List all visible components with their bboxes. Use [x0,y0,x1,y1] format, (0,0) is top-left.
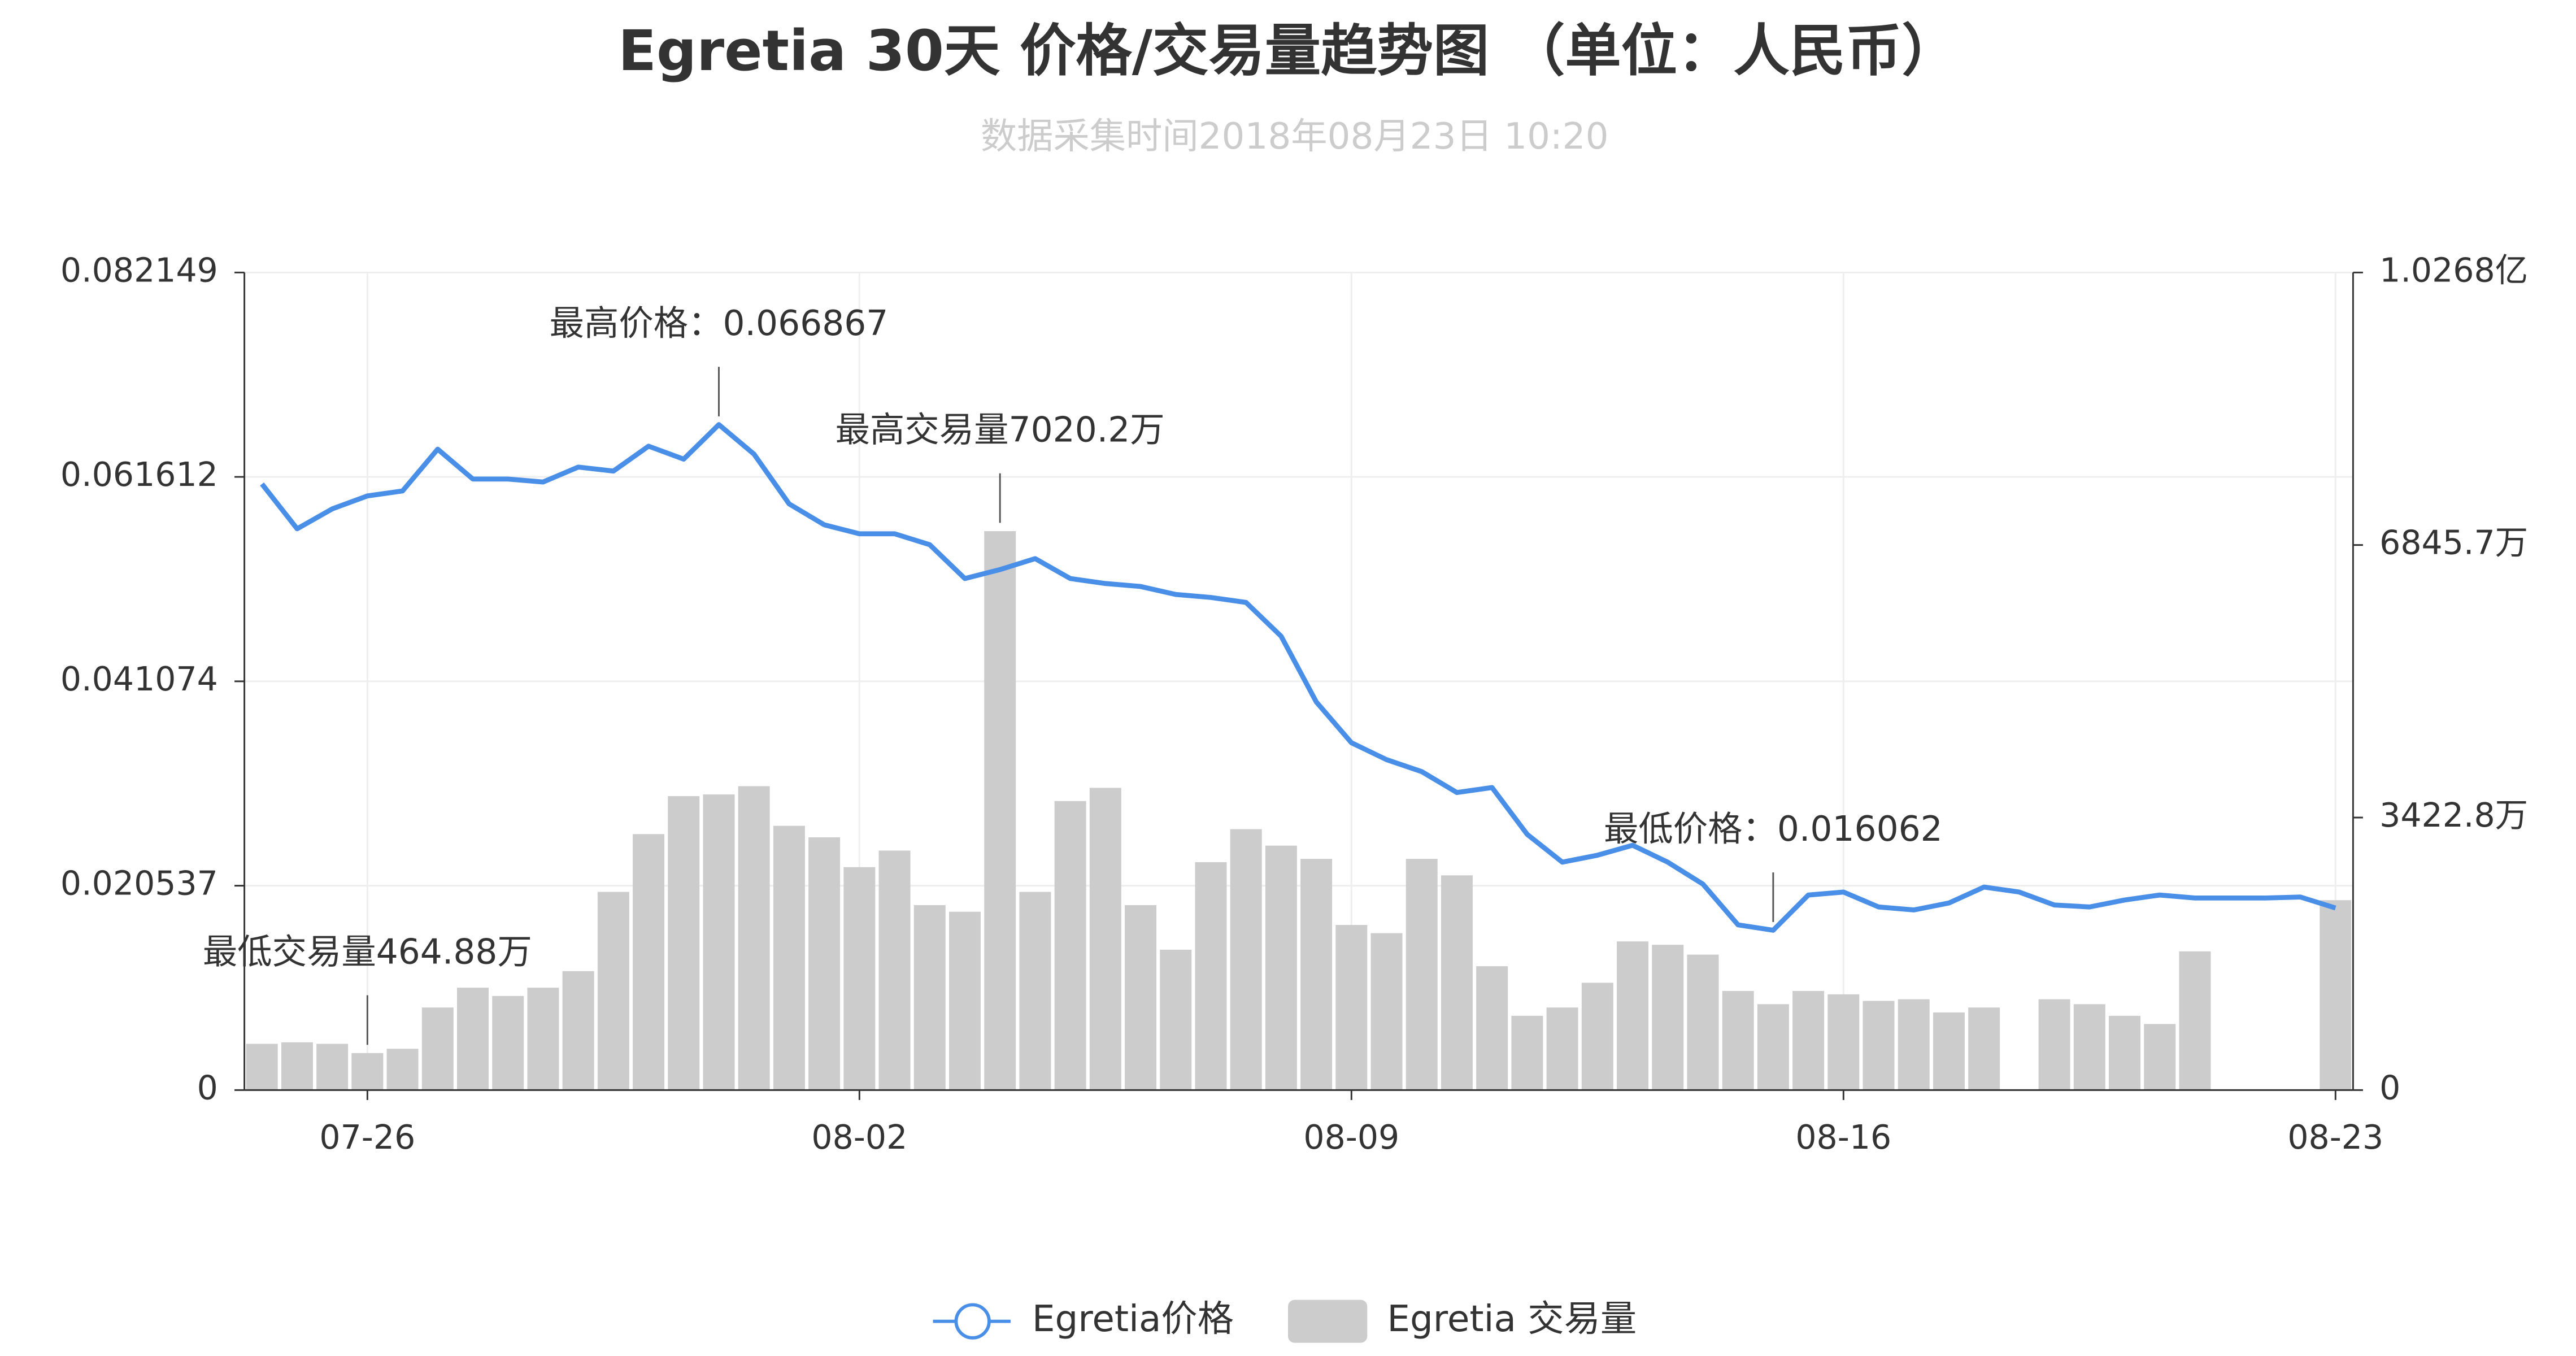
x-tick-label: 08-02 [811,1118,907,1157]
y2-tick-label: 6845.7万 [2379,524,2528,562]
bar [843,867,876,1090]
y2-tick-label: 0 [2379,1068,2400,1107]
bar [1722,990,1754,1090]
bar [562,971,594,1090]
annotation: 最高交易量7020.2万 [836,410,1165,450]
bar [492,996,524,1090]
bar [1511,1015,1543,1090]
bar [421,1007,454,1090]
y-tick-label: 0.082149 [60,251,218,289]
bar [948,911,981,1090]
bar [808,837,841,1090]
y-tick-label: 0.020537 [60,864,218,903]
bar [2038,999,2070,1090]
bar [1054,801,1086,1090]
legend-label: Egretia价格 [1032,1298,1234,1340]
bar [878,850,911,1090]
bar [703,794,735,1090]
bar [1406,859,1438,1090]
bar [668,796,700,1090]
bar [597,892,629,1090]
bar [1265,845,1297,1090]
bar [1757,1004,1789,1090]
legend-label: Egretia 交易量 [1387,1298,1637,1340]
annotation: 最低交易量464.88万 [203,932,532,972]
x-tick-label: 07-26 [319,1118,415,1157]
bar [1476,966,1508,1090]
bar [1617,941,1649,1090]
bar [984,531,1016,1090]
bar [1370,933,1403,1090]
bar [1160,949,1192,1090]
price-line [260,422,2336,933]
chart-title: Egretia 30天 价格/交易量趋势图 （单位：人民币） [618,19,1958,84]
y-tick-label: 0.041074 [60,660,218,698]
y2-tick-label: 3422.8万 [2379,796,2528,835]
y-tick-label: 0.061612 [60,455,218,494]
bar [527,988,559,1090]
bar [281,1042,313,1090]
y-tick-label: 0 [197,1068,218,1107]
chart-subtitle: 数据采集时间2018年08月23日 10:20 [981,115,1609,158]
x-tick-label: 08-16 [1795,1118,1891,1157]
bar [1652,945,1684,1090]
bar [913,905,946,1090]
bar [2179,951,2211,1090]
bar [246,1044,278,1090]
x-tick-label: 08-23 [2287,1118,2383,1157]
bar [1968,1007,2000,1090]
bar [1019,892,1051,1090]
bar [1230,829,1262,1090]
bar [2144,1024,2176,1090]
bar [1933,1012,1965,1090]
bar [2109,1015,2140,1090]
annotation: 最高价格：0.066867 [550,303,889,344]
legend-swatch [1288,1299,1368,1343]
bar [1125,905,1157,1090]
annotation: 最低价格：0.016062 [1604,809,1943,849]
bar [1441,875,1473,1090]
bar [1827,994,1860,1090]
bar [633,834,665,1090]
bar [1089,788,1121,1090]
bar [386,1049,419,1090]
bar [1581,983,1613,1090]
bar [2073,1004,2105,1090]
bar [1898,999,1930,1090]
bar [1687,954,1719,1090]
bar [773,825,805,1090]
bar [1300,859,1333,1090]
bar [1792,990,1825,1090]
legend-marker [954,1303,991,1340]
x-tick-label: 08-09 [1303,1118,1399,1157]
y2-tick-label: 1.0268亿 [2379,251,2528,289]
bar [2320,900,2352,1090]
bar [316,1044,349,1090]
bar [351,1053,384,1090]
bar [1195,862,1227,1090]
bar [1335,925,1368,1090]
bar [1546,1007,1578,1090]
bar [457,988,489,1090]
bar [1863,1001,1895,1090]
bar [738,786,770,1090]
